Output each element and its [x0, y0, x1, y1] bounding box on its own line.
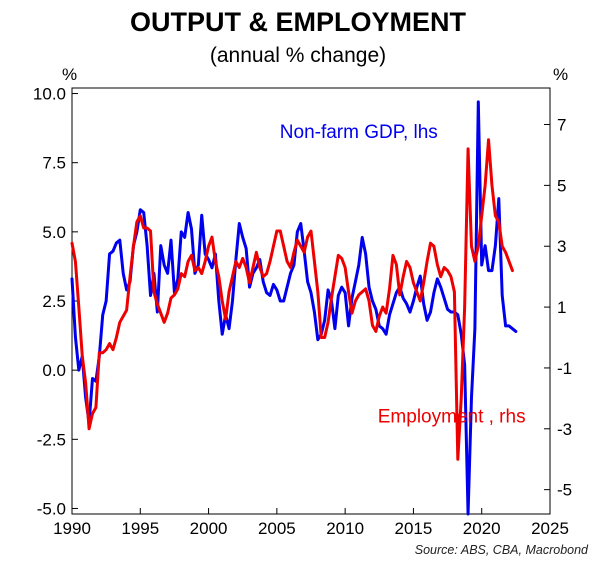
chart-subtitle: (annual % change) [210, 44, 386, 67]
x-tick-label: 2005 [258, 519, 296, 538]
chart-title: OUTPUT & EMPLOYMENT [130, 7, 467, 37]
left-tick-label: -2.5 [37, 430, 66, 449]
right-tick-label: 1 [557, 298, 566, 317]
x-tick-label: 2010 [326, 519, 364, 538]
series-label: Non-farm GDP, lhs [280, 122, 438, 143]
right-axis-ticks: 7 5 3 1 -1 -3 -5 [544, 116, 572, 500]
right-tick-label: 3 [557, 237, 566, 256]
x-tick-label: 2000 [190, 519, 228, 538]
x-tick-label: 2025 [531, 519, 569, 538]
series-labels: Non-farm GDP, lhs Employment , rhs [280, 122, 526, 428]
left-tick-label: 10.0 [33, 85, 66, 104]
left-tick-label: 5.0 [42, 223, 66, 242]
x-tick-label: 1995 [121, 519, 159, 538]
x-tick-label: 2020 [463, 519, 501, 538]
left-tick-label: 0.0 [42, 361, 66, 380]
right-tick-label: 5 [557, 176, 566, 195]
left-tick-label: -5.0 [37, 499, 66, 518]
series-line-left [70, 100, 518, 516]
x-tick-label: 1990 [53, 519, 91, 538]
series-label: Employment , rhs [378, 407, 526, 428]
left-tick-label: 7.5 [42, 154, 66, 173]
left-axis-unit: % [62, 65, 77, 84]
right-tick-label: -3 [557, 420, 572, 439]
left-tick-label: 2.5 [42, 292, 66, 311]
series-line-right [70, 138, 514, 461]
x-tick-label: 2015 [395, 519, 433, 538]
x-axis-ticks: 1990 1995 2000 2005 2010 2015 2020 2025 [53, 508, 569, 538]
right-tick-label: -5 [557, 481, 572, 500]
right-tick-label: 7 [557, 116, 566, 135]
right-tick-label: -1 [557, 359, 572, 378]
source-note: Source: ABS, CBA, Macrobond [415, 543, 589, 557]
right-axis-unit: % [553, 65, 568, 84]
series-lines [70, 100, 518, 516]
left-axis-ticks: 10.0 7.5 5.0 2.5 0.0 -2.5 -5.0 [33, 85, 78, 518]
